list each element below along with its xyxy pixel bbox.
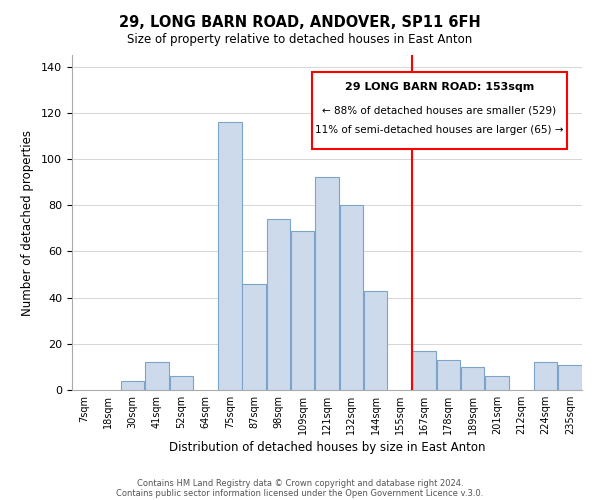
Bar bbox=[534, 362, 557, 390]
Bar bbox=[340, 205, 363, 390]
Text: Contains public sector information licensed under the Open Government Licence v.: Contains public sector information licen… bbox=[116, 488, 484, 498]
Bar bbox=[266, 219, 290, 390]
Bar bbox=[218, 122, 242, 390]
Bar bbox=[485, 376, 509, 390]
Text: Size of property relative to detached houses in East Anton: Size of property relative to detached ho… bbox=[127, 32, 473, 46]
Bar bbox=[121, 381, 145, 390]
Text: ← 88% of detached houses are smaller (529): ← 88% of detached houses are smaller (52… bbox=[322, 106, 556, 116]
Text: 29 LONG BARN ROAD: 153sqm: 29 LONG BARN ROAD: 153sqm bbox=[344, 82, 534, 92]
Bar bbox=[291, 230, 314, 390]
Bar bbox=[412, 350, 436, 390]
Bar bbox=[170, 376, 193, 390]
Bar bbox=[315, 178, 339, 390]
Bar bbox=[145, 362, 169, 390]
Bar bbox=[437, 360, 460, 390]
Text: 11% of semi-detached houses are larger (65) →: 11% of semi-detached houses are larger (… bbox=[315, 126, 563, 136]
X-axis label: Distribution of detached houses by size in East Anton: Distribution of detached houses by size … bbox=[169, 441, 485, 454]
FancyBboxPatch shape bbox=[312, 72, 567, 149]
Text: Contains HM Land Registry data © Crown copyright and database right 2024.: Contains HM Land Registry data © Crown c… bbox=[137, 478, 463, 488]
Bar bbox=[558, 364, 581, 390]
Bar bbox=[461, 367, 484, 390]
Bar bbox=[364, 290, 388, 390]
Y-axis label: Number of detached properties: Number of detached properties bbox=[21, 130, 34, 316]
Bar bbox=[242, 284, 266, 390]
Text: 29, LONG BARN ROAD, ANDOVER, SP11 6FH: 29, LONG BARN ROAD, ANDOVER, SP11 6FH bbox=[119, 15, 481, 30]
